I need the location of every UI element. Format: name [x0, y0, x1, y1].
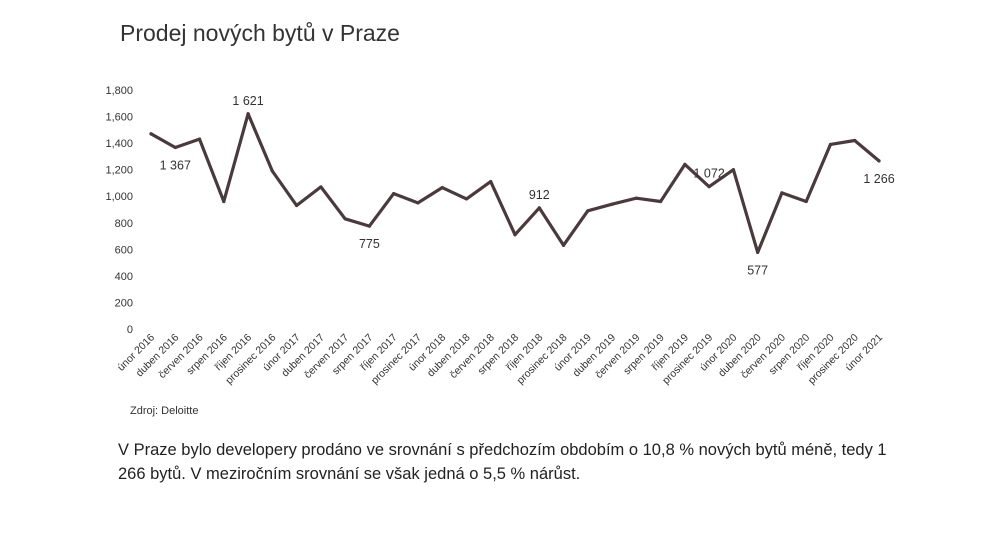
data-point: [877, 159, 881, 163]
data-point: [319, 185, 323, 189]
y-tick-label: 1,800: [105, 85, 133, 97]
data-point: [173, 145, 177, 150]
data-point: [246, 112, 250, 116]
data-label: 775: [359, 237, 380, 251]
data-label: 1 367: [160, 158, 191, 172]
data-point: [489, 180, 493, 184]
y-tick-label: 600: [115, 244, 133, 256]
data-point: [731, 168, 736, 172]
chart-title: Prodej nových bytů v Praze: [120, 20, 400, 46]
data-point: [464, 197, 469, 201]
data-point: [537, 206, 541, 210]
data-point: [149, 132, 153, 136]
y-tick-label: 800: [115, 218, 133, 230]
data-point: [610, 202, 614, 206]
data-point: [828, 142, 833, 147]
data-label: 1 072: [693, 167, 724, 181]
data-point: [804, 199, 808, 204]
data-point: [295, 203, 299, 208]
data-point: [440, 185, 444, 190]
data-point: [392, 191, 396, 196]
series-layer: [149, 112, 881, 254]
data-point: [197, 137, 202, 141]
data-label: 912: [529, 188, 550, 202]
summary-text: V Praze bylo developery prodáno ve srovn…: [118, 441, 887, 483]
data-point: [561, 243, 566, 247]
y-tick-label: 400: [115, 271, 133, 283]
data-point: [780, 191, 784, 195]
data-point: [367, 224, 371, 228]
y-tick-label: 1,400: [105, 138, 133, 150]
data-point: [586, 209, 590, 213]
data-point: [659, 199, 663, 204]
y-tick-label: 0: [127, 324, 133, 336]
data-label: 1 621: [232, 94, 263, 108]
data-point: [707, 185, 711, 189]
data-label: 577: [747, 263, 768, 277]
data-point: [416, 201, 420, 205]
data-point: [756, 250, 760, 254]
data-point: [513, 233, 517, 237]
y-tick-label: 1,600: [105, 112, 133, 124]
y-axis: 0 200 400 600 800 1,000 1,200 1,400 1,600 1,800: [105, 85, 133, 336]
data-point: [343, 217, 347, 221]
data-point: [853, 138, 857, 143]
y-tick-label: 1,200: [105, 165, 133, 177]
data-labels: 1 367 1 621 775 912 1 072 577 1 266: [160, 94, 895, 278]
y-tick-label: 1,000: [105, 191, 133, 203]
line-chart: 0 200 400 600 800 1,000 1,200 1,400 1,600 1,800 ú…: [105, 85, 895, 387]
source-note: Zdroj: Deloitte: [130, 405, 199, 417]
series-line: [149, 112, 881, 254]
data-point: [270, 169, 274, 173]
data-point: [634, 196, 638, 200]
data-point: [222, 199, 226, 204]
data-point: [683, 162, 687, 166]
data-label: 1 266: [863, 172, 894, 186]
y-tick-label: 200: [115, 297, 133, 309]
